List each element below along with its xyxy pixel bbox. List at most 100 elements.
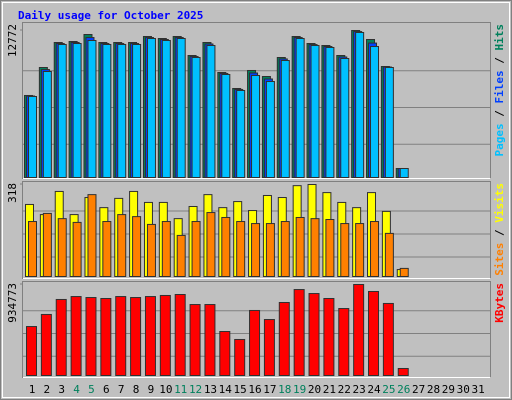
bar <box>310 45 320 179</box>
bar <box>28 221 37 277</box>
y-tick-label: 12772 <box>6 24 19 57</box>
x-tick-label: 31 <box>471 383 484 396</box>
bar <box>323 297 335 376</box>
x-tick-label: 10 <box>159 383 172 396</box>
bar <box>55 298 67 377</box>
bar <box>399 167 409 178</box>
bar <box>70 296 82 377</box>
bar <box>280 60 290 178</box>
bar <box>102 43 112 178</box>
x-tick-label: 2 <box>44 383 51 396</box>
x-tick-label: 6 <box>103 383 110 396</box>
x-tick-label: 22 <box>338 383 351 396</box>
bar <box>174 294 186 377</box>
legend-entry: KBytes <box>493 283 506 323</box>
bar <box>132 216 142 277</box>
legend-separator: / <box>493 223 506 243</box>
legend-entry: Files <box>493 70 506 103</box>
bar <box>384 232 394 277</box>
bar <box>293 289 305 377</box>
legend-entry: Visits <box>493 183 506 223</box>
bar <box>340 223 350 278</box>
bar <box>370 46 380 179</box>
bar <box>132 43 142 178</box>
x-tick-label: 14 <box>219 383 233 396</box>
bar <box>251 75 261 178</box>
bar <box>42 70 52 178</box>
bar <box>161 40 171 178</box>
bar <box>204 304 216 377</box>
y-tick-label: 318 <box>6 183 19 203</box>
bar <box>87 194 97 278</box>
x-tick-label: 21 <box>323 383 336 396</box>
bar <box>191 221 201 277</box>
bar <box>338 308 350 377</box>
bar <box>146 38 156 178</box>
x-tick-label: 18 <box>278 383 291 396</box>
bar <box>161 221 171 277</box>
bar <box>340 58 350 178</box>
bar <box>176 234 186 278</box>
y-tick-label: 934773 <box>6 283 19 323</box>
bar <box>280 221 290 277</box>
x-tick-label: 26 <box>397 383 410 396</box>
x-tick-label: 9 <box>148 383 155 396</box>
legend: Sites / Visits <box>493 183 506 276</box>
bar <box>102 221 112 277</box>
bar <box>189 304 201 377</box>
bar <box>265 80 275 178</box>
x-tick-label: 25 <box>382 383 395 396</box>
bar <box>28 96 37 178</box>
bar <box>117 43 127 178</box>
bar <box>57 43 67 178</box>
bar <box>57 218 67 277</box>
x-tick-label: 24 <box>367 383 381 396</box>
bar <box>159 294 171 376</box>
x-tick-label: 5 <box>88 383 95 396</box>
legend-entry: Sites <box>493 243 506 276</box>
x-tick-label: 3 <box>58 383 65 396</box>
bar <box>117 214 127 277</box>
bar <box>384 67 394 178</box>
legend-separator: / <box>493 51 506 71</box>
bar <box>42 212 52 277</box>
bar <box>191 57 201 178</box>
bar <box>368 290 380 376</box>
bar <box>72 43 82 178</box>
bar <box>370 221 380 277</box>
bar <box>295 38 305 178</box>
bar <box>382 302 394 376</box>
x-tick-label: 8 <box>133 383 140 396</box>
bar <box>72 221 82 277</box>
x-tick-label: 30 <box>457 383 470 396</box>
bar <box>206 45 216 179</box>
x-tick-label: 12 <box>189 383 202 396</box>
bar <box>278 301 290 376</box>
x-tick-label: 16 <box>248 383 261 396</box>
x-tick-label: 19 <box>293 383 306 396</box>
bar <box>251 223 261 278</box>
bar <box>100 297 112 376</box>
bar <box>221 216 231 277</box>
bar <box>249 309 261 376</box>
bar <box>85 297 97 376</box>
x-tick-label: 20 <box>308 383 321 396</box>
bar <box>234 338 246 376</box>
bar <box>26 326 37 376</box>
bar <box>355 32 365 179</box>
bar <box>176 38 186 178</box>
x-tick-label: 17 <box>263 383 276 396</box>
bar <box>144 296 156 377</box>
x-tick-label: 13 <box>204 383 217 396</box>
bar <box>353 284 365 376</box>
legend-separator: / <box>493 104 506 124</box>
bar <box>310 218 320 277</box>
x-tick-label: 23 <box>353 383 366 396</box>
bar <box>399 267 409 278</box>
bar <box>130 297 142 376</box>
bar <box>236 221 246 277</box>
x-tick-label: 27 <box>412 383 425 396</box>
legend: Pages / Files / Hits <box>493 24 506 157</box>
